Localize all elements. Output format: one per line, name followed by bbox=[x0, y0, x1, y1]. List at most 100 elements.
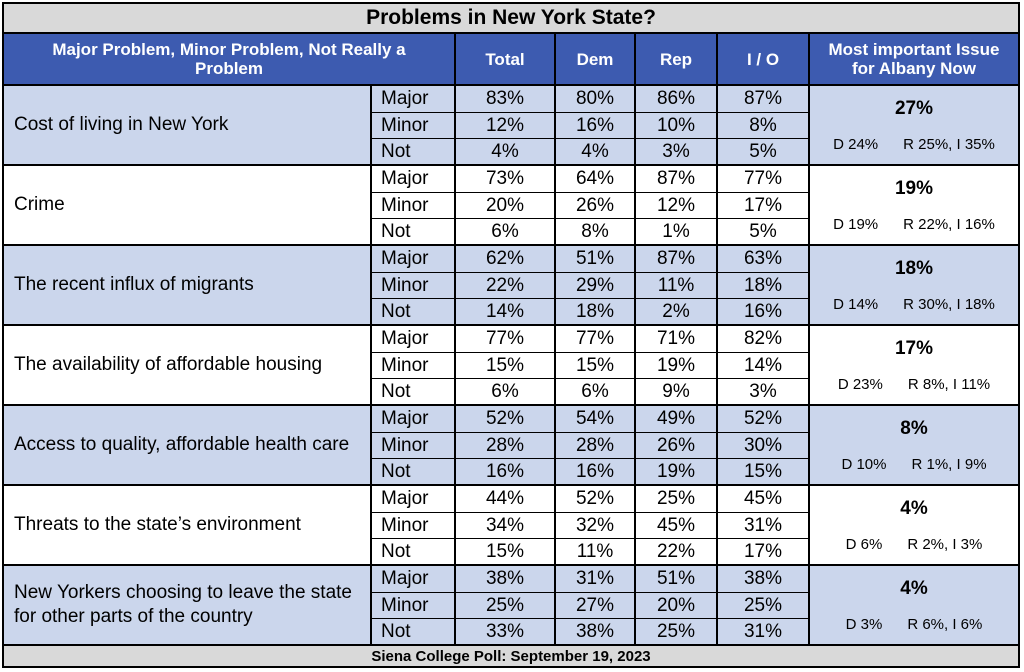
response-level-label: Not bbox=[372, 299, 456, 325]
value-cell-rep: 10% bbox=[636, 113, 718, 139]
value-cell-total: 34% bbox=[456, 513, 556, 539]
response-row: Minor 15% 15% 19% 14% bbox=[372, 352, 810, 379]
table-row: Threats to the state’s environment Major 4… bbox=[4, 484, 1018, 565]
response-level-label: Major bbox=[372, 86, 456, 112]
most-important-issue-cell: 4% D 6% R 2%, I 3% bbox=[810, 486, 1018, 564]
value-cell-total: 12% bbox=[456, 113, 556, 139]
value-cell-dem: 80% bbox=[556, 86, 636, 112]
response-level-label: Not bbox=[372, 539, 456, 565]
response-row: Not 33% 38% 25% 31% bbox=[372, 618, 810, 645]
value-cell-dem: 16% bbox=[556, 113, 636, 139]
value-cell-total: 25% bbox=[456, 593, 556, 619]
issue-percent: 18% bbox=[894, 258, 934, 279]
value-cell-rep: 19% bbox=[636, 353, 718, 379]
header-rep: Rep bbox=[636, 34, 718, 84]
value-cell-io: 38% bbox=[718, 566, 810, 592]
value-cell-dem: 26% bbox=[556, 193, 636, 219]
response-row: Not 15% 11% 22% 17% bbox=[372, 538, 810, 565]
response-row: Major 73% 64% 87% 77% bbox=[372, 166, 810, 192]
response-row: Not 6% 8% 1% 5% bbox=[372, 218, 810, 245]
issue-party-split: D 23% R 8%, I 11% bbox=[837, 376, 991, 393]
response-level-label: Major bbox=[372, 486, 456, 512]
value-cell-io: 77% bbox=[718, 166, 810, 192]
value-cell-total: 44% bbox=[456, 486, 556, 512]
value-cell-io: 31% bbox=[718, 619, 810, 645]
value-cell-io: 16% bbox=[718, 299, 810, 325]
value-cell-dem: 11% bbox=[556, 539, 636, 565]
issue-percent: 4% bbox=[900, 578, 928, 599]
item-label: The availability of affordable housing bbox=[4, 326, 372, 404]
response-level-label: Not bbox=[372, 619, 456, 645]
value-cell-io: 14% bbox=[718, 353, 810, 379]
header-io: I / O bbox=[718, 34, 810, 84]
value-cell-total: 14% bbox=[456, 299, 556, 325]
header-response-levels: Major Problem, Minor Problem, Not Really… bbox=[4, 34, 456, 84]
table-row: The availability of affordable housing Ma… bbox=[4, 324, 1018, 405]
response-row: Minor 34% 32% 45% 31% bbox=[372, 512, 810, 539]
issue-percent: 4% bbox=[900, 498, 928, 519]
value-cell-io: 3% bbox=[718, 379, 810, 405]
value-cell-total: 33% bbox=[456, 619, 556, 645]
issue-party-split: D 19% R 22%, I 16% bbox=[833, 216, 995, 233]
response-row: Not 4% 4% 3% 5% bbox=[372, 138, 810, 165]
response-row: Major 52% 54% 49% 52% bbox=[372, 406, 810, 432]
table-row: Cost of living in New York Major 83% 80% 86%… bbox=[4, 84, 1018, 165]
response-row: Minor 12% 16% 10% 8% bbox=[372, 112, 810, 139]
value-cell-io: 30% bbox=[718, 433, 810, 459]
most-important-issue-cell: 19% D 19% R 22%, I 16% bbox=[810, 166, 1018, 244]
response-row: Minor 28% 28% 26% 30% bbox=[372, 432, 810, 459]
value-cell-total: 38% bbox=[456, 566, 556, 592]
value-cell-rep: 12% bbox=[636, 193, 718, 219]
value-cell-io: 87% bbox=[718, 86, 810, 112]
value-cell-io: 15% bbox=[718, 459, 810, 485]
response-row: Major 77% 77% 71% 82% bbox=[372, 326, 810, 352]
value-cell-dem: 28% bbox=[556, 433, 636, 459]
header-total: Total bbox=[456, 34, 556, 84]
response-level-label: Major bbox=[372, 406, 456, 432]
table-title: Problems in New York State? bbox=[4, 4, 1018, 34]
source-footer: Siena College Poll: September 19, 2023 bbox=[4, 644, 1018, 666]
value-cell-rep: 25% bbox=[636, 486, 718, 512]
value-cell-dem: 6% bbox=[556, 379, 636, 405]
value-cell-total: 15% bbox=[456, 353, 556, 379]
value-cell-rep: 49% bbox=[636, 406, 718, 432]
value-cell-dem: 32% bbox=[556, 513, 636, 539]
response-row: Major 44% 52% 25% 45% bbox=[372, 486, 810, 512]
value-cell-rep: 11% bbox=[636, 273, 718, 299]
value-cell-total: 52% bbox=[456, 406, 556, 432]
value-cell-rep: 3% bbox=[636, 139, 718, 165]
table-row: Crime Major 73% 64% 87% 77% Minor 20% 26% 12% 17% N… bbox=[4, 164, 1018, 245]
response-level-label: Not bbox=[372, 459, 456, 485]
value-cell-total: 83% bbox=[456, 86, 556, 112]
value-cell-dem: 8% bbox=[556, 219, 636, 245]
response-level-label: Minor bbox=[372, 273, 456, 299]
value-cell-dem: 18% bbox=[556, 299, 636, 325]
value-cell-total: 28% bbox=[456, 433, 556, 459]
value-cell-total: 62% bbox=[456, 246, 556, 272]
issue-party-split: D 24% R 25%, I 35% bbox=[833, 136, 995, 153]
value-cell-io: 8% bbox=[718, 113, 810, 139]
response-level-label: Minor bbox=[372, 433, 456, 459]
value-cell-io: 52% bbox=[718, 406, 810, 432]
header-most-important-issue: Most important Issue for Albany Now bbox=[828, 40, 1000, 78]
value-cell-rep: 1% bbox=[636, 219, 718, 245]
value-cell-rep: 9% bbox=[636, 379, 718, 405]
value-cell-rep: 26% bbox=[636, 433, 718, 459]
value-cell-io: 17% bbox=[718, 193, 810, 219]
value-cell-rep: 86% bbox=[636, 86, 718, 112]
value-cell-rep: 87% bbox=[636, 166, 718, 192]
most-important-issue-cell: 27% D 24% R 25%, I 35% bbox=[810, 86, 1018, 164]
value-cell-dem: 31% bbox=[556, 566, 636, 592]
most-important-issue-cell: 8% D 10% R 1%, I 9% bbox=[810, 406, 1018, 484]
item-label: Access to quality, affordable health car… bbox=[4, 406, 372, 484]
response-row: Major 83% 80% 86% 87% bbox=[372, 86, 810, 112]
issue-party-split: D 14% R 30%, I 18% bbox=[833, 296, 995, 313]
value-cell-total: 20% bbox=[456, 193, 556, 219]
value-cell-io: 31% bbox=[718, 513, 810, 539]
response-level-label: Major bbox=[372, 166, 456, 192]
response-row: Major 38% 31% 51% 38% bbox=[372, 566, 810, 592]
table-row: Access to quality, affordable health car… bbox=[4, 404, 1018, 485]
value-cell-total: 16% bbox=[456, 459, 556, 485]
response-row: Not 6% 6% 9% 3% bbox=[372, 378, 810, 405]
